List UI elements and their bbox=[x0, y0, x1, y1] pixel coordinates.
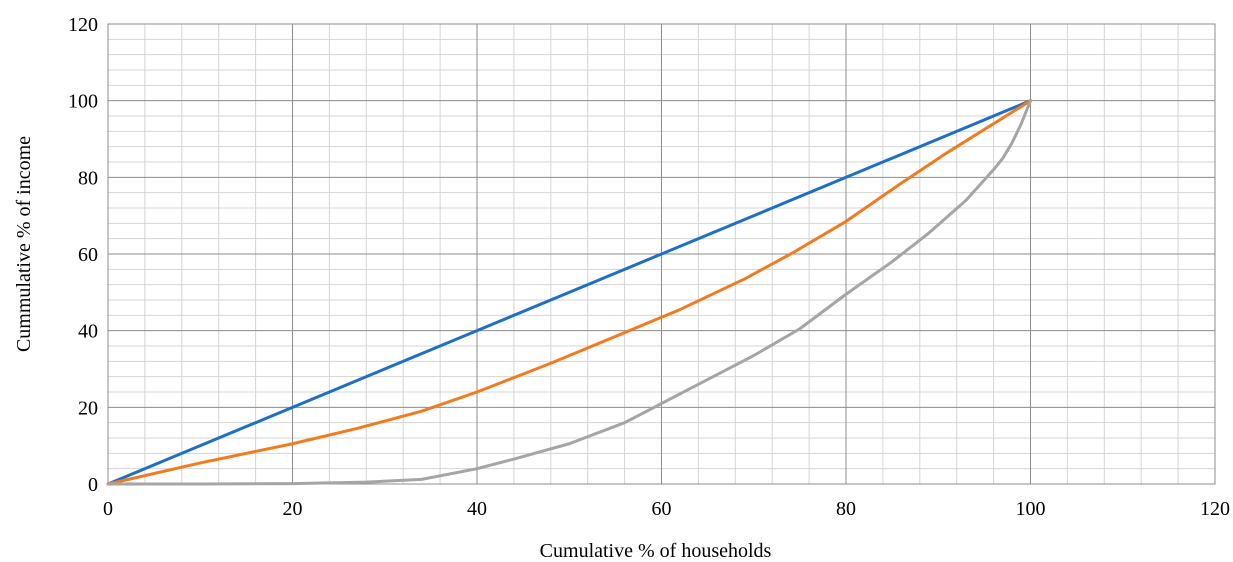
y-tick-label: 80 bbox=[78, 167, 98, 189]
plot-area-border bbox=[107, 23, 1216, 485]
x-tick-label: 20 bbox=[283, 498, 303, 520]
series-line-1 bbox=[106, 99, 1032, 486]
y-tick-label: 100 bbox=[68, 91, 98, 113]
series-layer bbox=[106, 99, 1032, 486]
y-axis-tick-labels: 0 20 40 60 80 100 120 bbox=[68, 14, 98, 496]
x-tick-label: 0 bbox=[103, 498, 113, 520]
x-axis-tick-labels: 0 20 40 60 80 100 120 bbox=[103, 498, 1230, 520]
plot-border-rect bbox=[107, 23, 1216, 485]
x-tick-label: 120 bbox=[1200, 498, 1230, 520]
y-axis-title: Cummulative % of income bbox=[13, 136, 35, 352]
y-tick-label: 40 bbox=[78, 321, 98, 343]
x-tick-label: 100 bbox=[1016, 498, 1046, 520]
series-line-2 bbox=[106, 99, 1032, 486]
y-tick-label: 120 bbox=[68, 14, 98, 36]
series-line-3 bbox=[106, 99, 1032, 486]
x-tick-label: 80 bbox=[836, 498, 856, 520]
x-axis-title: Cumulative % of households bbox=[540, 540, 772, 562]
y-tick-label: 60 bbox=[78, 244, 98, 266]
y-tick-label: 0 bbox=[88, 474, 98, 496]
y-tick-label: 20 bbox=[78, 397, 98, 419]
x-tick-label: 60 bbox=[652, 498, 672, 520]
x-tick-label: 40 bbox=[467, 498, 487, 520]
